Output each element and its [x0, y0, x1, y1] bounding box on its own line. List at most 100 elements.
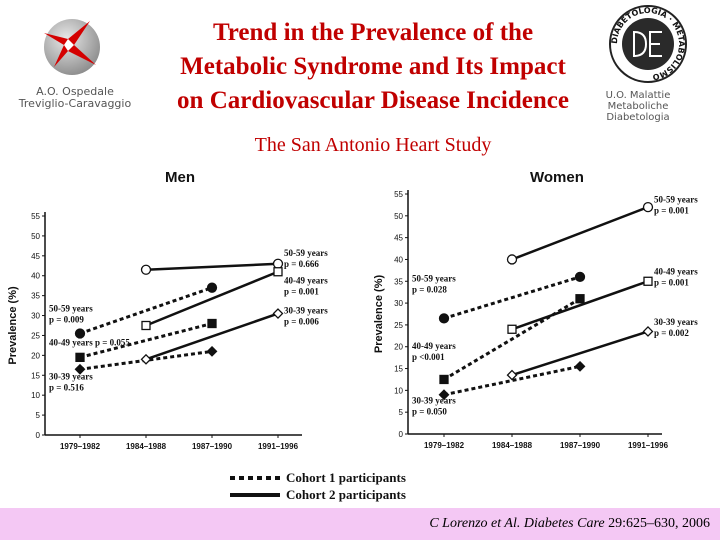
- men-data-point-diamond: [206, 345, 218, 357]
- women-annotation-p-value: p = 0.001: [654, 278, 689, 288]
- women-annotation-p-value: p <0.001: [412, 352, 445, 362]
- women-annotation-group-label: 40-49 years: [412, 341, 456, 351]
- men-annotation-group-label: 50-59 years: [49, 304, 93, 314]
- women-annotation-group-label: 30-39 years: [654, 317, 698, 327]
- hospital-caption-line2: Treviglio-Caravaggio: [18, 97, 132, 110]
- men-y-tick-label: 5: [36, 411, 41, 420]
- women-chart-title: Women: [530, 169, 584, 186]
- dotted-line-swatch-icon: [230, 476, 280, 480]
- women-x-tick-label: 1984–1988: [492, 441, 533, 450]
- men-annotation-group-label: 30-39 years: [284, 306, 328, 316]
- hospital-caption-line1: A.O. Ospedale: [36, 85, 114, 98]
- men-series-line-cohort2: [145, 312, 279, 361]
- women-data-point-diamond: [574, 360, 586, 372]
- citation-volume: 29:625–630, 2006: [604, 516, 710, 531]
- women-y-tick-label: 50: [394, 212, 403, 221]
- men-data-point-circle: [272, 258, 284, 269]
- women-chart: Women 0 5 10 15 20 25 30 35 40 45 50 55 1979–1982 1984…: [373, 169, 698, 450]
- men-data-point-square: [75, 352, 85, 363]
- women-y-tick-label: 10: [394, 386, 403, 395]
- women-data-point-circle: [642, 201, 654, 213]
- men-chart: Men 0 5 10 15 20 25 30 35 40 45 50 55 1979–1982 1984–1…: [7, 169, 328, 451]
- citation-bar: C Lorenzo et Al. Diabetes Care 29:625–63…: [0, 508, 720, 540]
- women-y-tick-label: 5: [399, 408, 404, 417]
- men-annotation-group-label: 30-39 years: [49, 371, 93, 381]
- legend-label-cohort2: Cohort 2 participants: [286, 487, 406, 502]
- men-data-point-diamond: [74, 363, 86, 375]
- men-annotation-p-value: p = 0.666: [284, 259, 319, 269]
- men-x-tick-label: 1979–1982: [60, 442, 101, 451]
- men-y-tick-label: 55: [31, 212, 40, 221]
- hospital-logo-icon: [44, 19, 100, 75]
- men-x-tick-label: 1987–1990: [192, 442, 233, 451]
- men-data-point-square: [207, 318, 217, 329]
- men-data-point-square: [141, 320, 151, 331]
- men-data-point-circle: [74, 328, 86, 339]
- women-y-tick-label: 0: [399, 430, 404, 439]
- women-y-tick-label: 20: [394, 343, 403, 352]
- women-y-tick-label: 25: [394, 321, 403, 330]
- men-y-tick-label: 40: [31, 272, 40, 281]
- men-x-tick-label: 1991–1996: [258, 442, 299, 451]
- women-y-tick-label: 35: [394, 277, 403, 286]
- slide-title-line1: Trend in the Prevalence of the: [212, 19, 534, 46]
- diabetology-seal-icon: DIABETOLOGIA · METABOLISMO: [609, 5, 687, 83]
- citation: C Lorenzo et Al. Diabetes Care 29:625–63…: [429, 516, 710, 532]
- women-data-point-circle: [574, 271, 586, 283]
- men-annotation-p-value: p = 0.516: [49, 382, 84, 392]
- men-y-tick-label: 25: [31, 331, 40, 340]
- women-annotation-p-value: p = 0.028: [412, 284, 447, 294]
- women-y-axis-label: Prevalence (%): [373, 275, 385, 354]
- women-series-line-cohort1: [443, 364, 581, 397]
- men-series-line-cohort2: [145, 262, 279, 272]
- women-y-tick-label: 45: [394, 234, 403, 243]
- women-y-tick-label: 15: [394, 365, 403, 374]
- women-annotation-group-label: 30-39 years: [412, 395, 456, 405]
- women-series-line-cohort2: [511, 280, 649, 331]
- solid-line-swatch-icon: [230, 493, 280, 497]
- men-x-tick-label: 1984–1988: [126, 442, 167, 451]
- women-data-point-diamond: [438, 389, 450, 401]
- women-data-point-circle: [438, 313, 450, 324]
- diabetology-logo: DIABETOLOGIA · METABOLISMO U.O. Malattie…: [598, 4, 708, 126]
- women-data-point-square: [575, 294, 585, 304]
- men-y-tick-label: 35: [31, 292, 40, 301]
- men-y-tick-label: 0: [36, 431, 41, 440]
- legend-item-cohort2: Cohort 2 participants: [228, 487, 488, 503]
- slide-subtitle: The San Antonio Heart Study: [254, 134, 492, 156]
- women-annotation-p-value: p = 0.050: [412, 406, 447, 416]
- women-series-line-cohort1: [443, 297, 581, 381]
- slide-title-line3: on Cardiovascular Disease Incidence: [177, 87, 569, 114]
- women-data-point-diamond: [642, 326, 654, 337]
- diabetology-caption-line2: Metaboliche: [607, 101, 669, 112]
- men-y-tick-label: 30: [31, 312, 40, 321]
- diabetology-caption-line3: Diabetologia: [606, 112, 670, 123]
- women-annotation-group-label: 50-59 years: [412, 273, 456, 283]
- men-data-point-diamond: [272, 308, 284, 319]
- legend-label-cohort1: Cohort 1 participants: [286, 470, 406, 485]
- women-series-line-cohort2: [511, 205, 649, 261]
- diabetology-caption-line1: U.O. Malattie: [605, 90, 671, 101]
- women-annotation-group-label: 40-49 years: [654, 267, 698, 277]
- women-data-point-diamond: [506, 369, 518, 381]
- legend-item-cohort1: Cohort 1 participants: [228, 470, 488, 486]
- slide-title-line2: Metabolic Syndrome and Its Impact: [180, 53, 566, 80]
- men-data-point-circle: [206, 282, 218, 293]
- women-data-point-square: [439, 374, 449, 385]
- men-series-line-cohort1: [79, 286, 213, 335]
- women-annotation-p-value: p = 0.002: [654, 328, 689, 338]
- men-y-tick-label: 20: [31, 351, 40, 360]
- men-y-tick-label: 50: [31, 232, 40, 241]
- men-chart-title: Men: [165, 169, 195, 186]
- women-y-tick-label: 30: [394, 299, 403, 308]
- men-annotation-label: 40-49 years p = 0.055: [49, 337, 130, 347]
- men-series-line-cohort1: [79, 322, 213, 359]
- men-data-point-square: [273, 267, 283, 277]
- men-annotation-p-value: p = 0.006: [284, 317, 319, 327]
- men-annotation-p-value: p = 0.009: [49, 315, 84, 325]
- hospital-logo: A.O. Ospedale Treviglio-Caravaggio: [0, 10, 150, 110]
- women-annotation-p-value: p = 0.001: [654, 206, 689, 216]
- citation-authors-journal: C Lorenzo et Al. Diabetes Care: [429, 516, 605, 531]
- women-y-tick-label: 55: [394, 190, 403, 199]
- women-data-point-square: [643, 276, 653, 286]
